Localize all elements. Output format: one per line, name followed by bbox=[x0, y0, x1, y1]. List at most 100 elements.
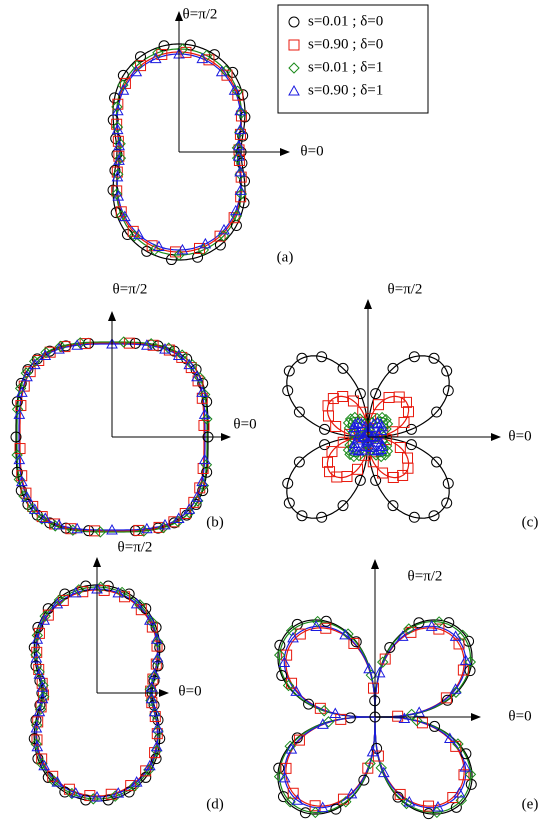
marker bbox=[30, 651, 43, 663]
marker bbox=[237, 130, 249, 142]
marker bbox=[384, 641, 396, 653]
marker bbox=[151, 651, 164, 663]
marker bbox=[235, 107, 248, 119]
legend-box bbox=[277, 4, 429, 114]
marker bbox=[374, 418, 387, 429]
marker bbox=[20, 487, 32, 499]
marker bbox=[231, 85, 244, 97]
marker bbox=[276, 669, 288, 681]
marker bbox=[36, 681, 49, 692]
marker bbox=[109, 790, 121, 802]
marker bbox=[144, 683, 156, 695]
marker bbox=[53, 594, 66, 606]
marker bbox=[234, 104, 247, 116]
marker bbox=[196, 392, 208, 404]
marker bbox=[154, 641, 166, 653]
marker bbox=[218, 223, 230, 235]
marker bbox=[316, 511, 328, 523]
marker bbox=[53, 343, 65, 354]
marker bbox=[60, 340, 72, 352]
marker bbox=[337, 391, 349, 403]
marker bbox=[371, 412, 383, 425]
marker bbox=[152, 660, 164, 672]
marker bbox=[31, 740, 44, 752]
marker bbox=[387, 500, 399, 512]
marker bbox=[375, 443, 387, 454]
marker bbox=[123, 786, 135, 798]
marker bbox=[30, 721, 43, 733]
marker bbox=[25, 503, 38, 515]
marker bbox=[286, 677, 298, 689]
marker bbox=[165, 254, 177, 266]
marker bbox=[278, 656, 291, 668]
marker bbox=[370, 388, 382, 400]
marker bbox=[157, 521, 170, 534]
marker bbox=[49, 520, 61, 532]
marker bbox=[320, 622, 332, 634]
marker bbox=[31, 646, 43, 658]
marker bbox=[285, 743, 298, 754]
marker bbox=[330, 420, 342, 432]
marker bbox=[392, 791, 404, 803]
x-axis-label: θ=0 bbox=[233, 416, 256, 432]
marker bbox=[284, 740, 296, 752]
marker bbox=[117, 336, 130, 348]
marker bbox=[30, 738, 42, 750]
marker bbox=[376, 440, 388, 451]
marker bbox=[113, 139, 126, 151]
marker bbox=[387, 362, 399, 374]
marker bbox=[320, 615, 332, 627]
marker bbox=[33, 663, 45, 675]
marker bbox=[322, 410, 334, 422]
marker bbox=[69, 787, 82, 798]
marker bbox=[34, 703, 47, 715]
marker bbox=[112, 168, 124, 180]
marker bbox=[329, 707, 342, 719]
marker bbox=[106, 523, 118, 535]
marker bbox=[114, 138, 126, 150]
marker bbox=[14, 382, 27, 395]
marker bbox=[398, 416, 410, 428]
marker bbox=[309, 800, 321, 812]
marker bbox=[152, 714, 164, 726]
marker bbox=[284, 796, 296, 808]
marker bbox=[364, 757, 376, 770]
marker bbox=[229, 204, 242, 216]
marker bbox=[39, 349, 52, 361]
marker bbox=[194, 482, 206, 494]
marker bbox=[234, 184, 247, 195]
marker bbox=[149, 52, 162, 64]
marker bbox=[303, 698, 315, 710]
marker bbox=[54, 340, 67, 353]
marker bbox=[144, 614, 156, 625]
marker bbox=[112, 190, 125, 201]
marker bbox=[371, 416, 384, 428]
marker bbox=[290, 685, 303, 696]
marker bbox=[341, 471, 353, 483]
marker bbox=[134, 51, 146, 63]
marker bbox=[176, 349, 188, 361]
marker bbox=[33, 668, 46, 679]
marker bbox=[314, 702, 326, 714]
marker bbox=[234, 123, 247, 135]
marker bbox=[227, 66, 239, 78]
marker bbox=[38, 691, 50, 703]
panel-label: (a) bbox=[277, 249, 294, 265]
marker bbox=[125, 780, 137, 792]
marker bbox=[196, 386, 208, 397]
marker bbox=[356, 443, 369, 455]
marker bbox=[411, 714, 423, 727]
marker bbox=[342, 444, 355, 456]
marker bbox=[13, 453, 26, 465]
x-axis-label: θ=0 bbox=[508, 708, 531, 724]
marker bbox=[132, 228, 145, 240]
marker bbox=[425, 620, 438, 631]
marker bbox=[355, 417, 368, 429]
marker bbox=[447, 792, 459, 804]
marker bbox=[151, 728, 163, 740]
marker bbox=[32, 716, 44, 728]
marker bbox=[413, 617, 425, 629]
marker bbox=[183, 358, 196, 370]
marker bbox=[39, 610, 51, 622]
